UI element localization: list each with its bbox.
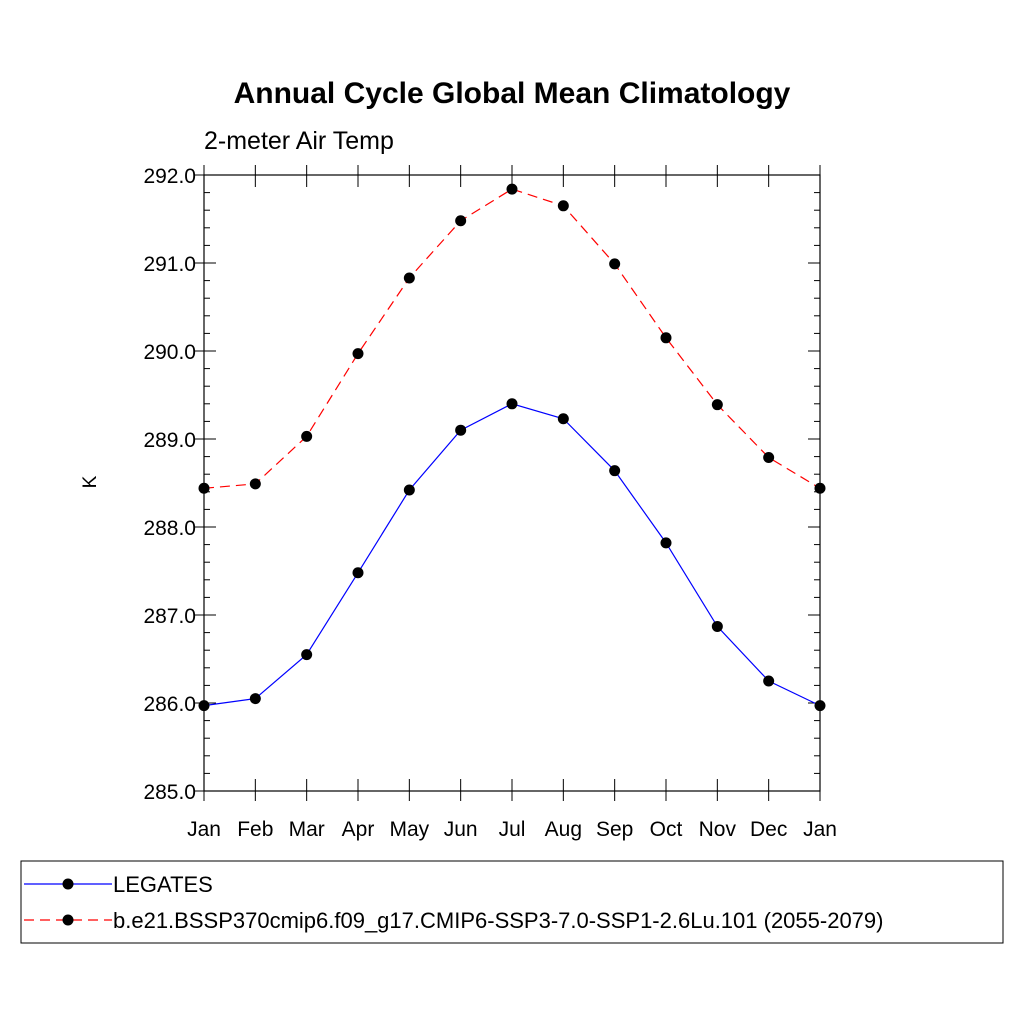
series-1-point [455,424,467,436]
series-1-point [506,398,518,410]
x-tick-label: May [389,818,429,841]
axis-ticks: 285.0 286.0 287.0 288.0 289.0 290.0 291.0 292.0… [143,165,837,841]
x-tick-label: Jan [803,818,837,841]
x-tick-label: Nov [699,818,737,841]
series-1-point [198,700,210,712]
series-group [198,183,826,712]
x-tick-label: Oct [650,818,683,841]
x-tick-label: Feb [237,818,273,841]
series-2-point [711,399,723,411]
x-tick-label: Mar [289,818,325,841]
x-tick-label: Dec [750,818,787,841]
x-tick-label: Jun [444,818,478,841]
y-axis-label: K [80,475,101,488]
series-2-point [352,348,364,360]
series-1-point [711,620,723,632]
series-1-point [763,675,775,687]
x-tick-label: Jul [499,818,526,841]
legend-swatch-marker [62,914,74,926]
series-2-point [763,451,775,463]
y-tick-label: 292.0 [143,165,196,188]
legend: LEGATES b.e21.BSSP370cmip6.f09_g17.CMIP6-… [24,872,883,933]
y-tick-label: 287.0 [143,605,196,628]
series-1-point [352,567,364,579]
series-2-point [455,215,467,227]
series-1-point [814,700,826,712]
series-2-point [609,258,621,270]
series-1-point [403,484,415,496]
series-line-1 [203,403,821,707]
x-tick-label: Jan [187,818,221,841]
series-2-point [660,332,672,344]
series-1-point [609,465,621,477]
chart-title: Annual Cycle Global Mean Climatology [234,77,791,110]
y-tick-label: 291.0 [143,253,196,276]
x-tick-label: Apr [342,818,375,841]
y-tick-label: 286.0 [143,693,196,716]
y-tick-label: 290.0 [143,341,196,364]
series-2-point [198,482,210,494]
x-tick-label: Aug [545,818,582,841]
legend-swatch-marker [62,878,74,890]
series-2-point [301,430,313,442]
series-1-point [249,693,261,705]
legend-entry-label: b.e21.BSSP370cmip6.f09_g17.CMIP6-SSP3-7.… [113,908,883,933]
plot-frame [203,174,821,792]
y-tick-label: 285.0 [143,781,196,804]
series-2-point [403,272,415,284]
legend-entry-label: LEGATES [113,872,213,897]
x-tick-label: Sep [596,818,633,841]
series-1-point [557,413,569,425]
chart-subtitle: 2-meter Air Temp [204,127,394,155]
series-2-point [249,478,261,490]
series-1-point [660,537,672,549]
y-tick-label: 288.0 [143,517,196,540]
series-2-point [557,200,569,212]
series-1-point [301,649,313,661]
legend-box [20,860,1004,944]
series-2-point [506,183,518,195]
y-tick-label: 289.0 [143,429,196,452]
series-2-point [814,482,826,494]
series-line-2 [203,188,821,489]
